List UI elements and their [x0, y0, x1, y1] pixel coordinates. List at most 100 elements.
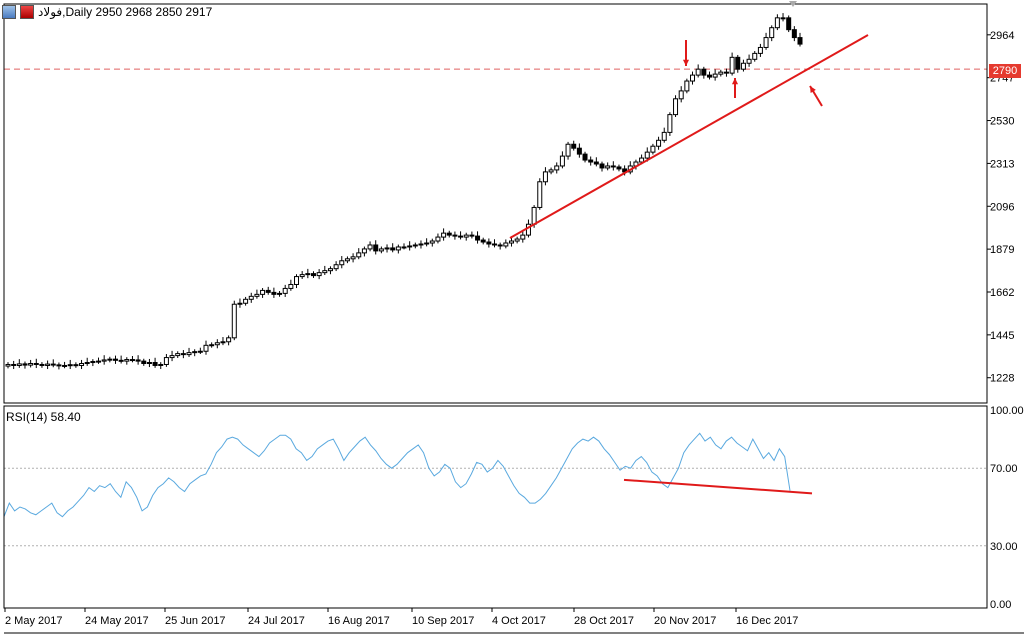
candle-body [673, 98, 679, 116]
candle-body [305, 273, 311, 276]
x-tick-label: 28 Oct 2017 [574, 615, 634, 627]
rsi-y-tick-label: 70.00 [990, 463, 1018, 475]
scroll-marker-icon[interactable] [789, 1, 797, 7]
candle-body [327, 268, 333, 272]
candle-body [344, 258, 350, 262]
candle-body [656, 139, 662, 147]
candle-body [429, 240, 435, 244]
candle-body [401, 246, 407, 249]
rsi-line [3, 432, 791, 518]
candle-body [435, 236, 441, 242]
rsi-y-tick-label: 100.00 [990, 405, 1024, 417]
arrow-down-annotation-head [682, 59, 690, 66]
candle-body [712, 73, 718, 78]
candle-body [395, 246, 401, 251]
candle-body [508, 240, 514, 244]
rsi-panel-frame [3, 405, 988, 609]
candle-body [310, 273, 316, 277]
candle-body [112, 358, 118, 361]
candle-body [282, 287, 288, 294]
x-tick-label: 16 Dec 2017 [736, 615, 798, 627]
candle-body [96, 360, 102, 363]
candle-body [5, 363, 11, 367]
candle-body [701, 68, 707, 76]
trendline[interactable] [509, 34, 869, 239]
rsi-divergence-line[interactable] [623, 478, 813, 495]
candle-body [180, 353, 186, 356]
candle-body [79, 362, 85, 366]
candle-body [763, 37, 769, 48]
candle-body [254, 293, 260, 297]
candle-body [260, 289, 266, 295]
candle-body [458, 235, 464, 238]
candle-body [678, 90, 684, 100]
candle-body [84, 362, 90, 365]
candle-body [475, 235, 481, 241]
candle-body [667, 114, 673, 133]
candle-body [203, 344, 209, 352]
y-tick-label: 2964 [990, 30, 1014, 42]
candle-body [616, 166, 622, 170]
candle-body [418, 243, 424, 246]
window-icon-alt[interactable] [20, 5, 34, 19]
price-panel [4, 13, 987, 370]
candle-body [576, 147, 582, 155]
candle-body [22, 363, 28, 366]
candle-body [11, 363, 17, 366]
candle-body [650, 145, 656, 153]
y-tick-label: 2313 [990, 158, 1014, 170]
candle-body [16, 363, 22, 366]
candle-body [90, 361, 96, 364]
candle-body [571, 143, 577, 149]
rsi-y-tick-label: 30.00 [990, 541, 1018, 553]
candle-body [243, 298, 249, 304]
y-tick-label: 2530 [990, 116, 1014, 128]
candle-body [62, 364, 68, 367]
candle-body [384, 247, 390, 250]
candle-body [67, 364, 73, 367]
candle-body [152, 362, 158, 366]
candle-body [265, 289, 271, 293]
y-tick-label: 1879 [990, 244, 1014, 256]
candle-body [752, 52, 758, 60]
arrow-up-annotation-head [731, 78, 739, 85]
candle-body [412, 244, 418, 247]
candle-body [146, 362, 152, 365]
candle-body [248, 295, 254, 300]
candle-body [441, 232, 447, 238]
candle-body [582, 153, 588, 161]
candle-body [299, 274, 305, 278]
candle-body [537, 181, 543, 208]
candle-body [158, 363, 164, 366]
candle-body [214, 342, 220, 346]
x-tick-label: 24 Jul 2017 [248, 615, 305, 627]
candle-body [28, 362, 34, 366]
current-price-tag: 2790 [989, 64, 1021, 78]
candle-body [175, 353, 181, 357]
candle-body [141, 360, 147, 364]
y-tick-label: 1445 [990, 330, 1014, 342]
x-tick-label: 25 Jun 2017 [165, 615, 226, 627]
candle-body [220, 341, 226, 344]
candle-body [350, 256, 356, 260]
candle-body [497, 244, 503, 247]
window-icon[interactable] [2, 5, 16, 19]
candle-body [723, 71, 729, 74]
arrow-trendline-annotation-head [810, 86, 816, 93]
candle-body [605, 165, 611, 169]
candle-body [339, 260, 345, 266]
candle-body [316, 272, 322, 277]
candle-body [50, 363, 56, 366]
candle-body [729, 56, 735, 74]
candle-body [197, 350, 203, 353]
candle-body [559, 155, 565, 167]
candle-body [780, 17, 786, 20]
candle-body [45, 363, 51, 366]
candle-body [599, 163, 605, 169]
y-tick-label: 1662 [990, 287, 1014, 299]
candle-body [209, 344, 215, 347]
candle-body [322, 270, 328, 274]
candle-body [531, 206, 537, 225]
candle-body [797, 37, 803, 45]
